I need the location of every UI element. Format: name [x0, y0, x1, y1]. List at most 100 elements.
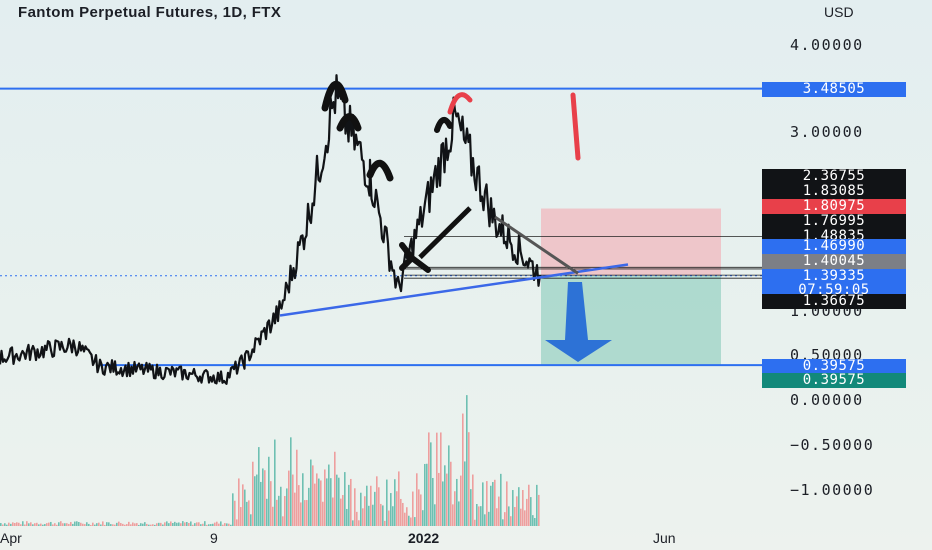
- volume-bar: [244, 489, 246, 526]
- volume-bar: [400, 498, 402, 526]
- volume-bar: [320, 480, 322, 526]
- volume-bar: [408, 515, 410, 526]
- volume-bar: [202, 523, 204, 526]
- volume-bar: [324, 469, 326, 526]
- volume-bar: [222, 524, 224, 526]
- volume-bar: [78, 522, 80, 526]
- volume-bar: [398, 471, 400, 526]
- volume-bar: [404, 512, 406, 526]
- volume-bar: [204, 521, 206, 526]
- volume-bar: [130, 524, 132, 526]
- volume-bar: [52, 524, 54, 526]
- volume-bar: [164, 522, 166, 526]
- price-tag: 1.83085: [762, 184, 906, 199]
- volume-bar: [402, 502, 404, 526]
- volume-bar: [2, 524, 4, 526]
- volume-bar: [98, 522, 100, 526]
- volume-bar: [304, 500, 306, 526]
- volume-bar: [112, 524, 114, 526]
- volume-bar: [420, 494, 422, 526]
- volume-bar: [88, 523, 90, 526]
- volume-bar: [522, 490, 524, 526]
- volume-bar: [40, 523, 42, 526]
- volume-bar: [74, 521, 76, 526]
- volume-bar: [266, 498, 268, 526]
- volume-bar: [432, 477, 434, 526]
- volume-bar: [334, 451, 336, 526]
- volume-bar: [28, 523, 30, 526]
- volume-bar: [460, 475, 462, 526]
- volume-bar: [8, 522, 10, 526]
- volume-bar: [328, 464, 330, 526]
- volume-bar: [118, 521, 120, 526]
- volume-bar: [414, 517, 416, 526]
- volume-bar: [516, 496, 518, 526]
- volume-bar: [82, 523, 84, 526]
- volume-bar: [318, 478, 320, 526]
- volume-bar: [100, 524, 102, 526]
- volume-bar: [430, 442, 432, 526]
- volume-bar: [128, 521, 130, 526]
- volume-bar: [50, 521, 52, 526]
- volume-bar: [60, 521, 62, 526]
- volume-bar: [472, 474, 474, 526]
- volume-bar: [156, 523, 158, 526]
- volume-bar: [276, 499, 278, 526]
- currency-label: USD: [824, 4, 854, 20]
- volume-bar: [188, 522, 190, 526]
- volume-bar: [386, 479, 388, 526]
- shoulder-arc-mark: [366, 159, 394, 182]
- volume-bar: [462, 413, 464, 526]
- volume-bar: [72, 523, 74, 526]
- x-tick-label: Apr: [0, 530, 22, 546]
- volume-bar: [418, 489, 420, 526]
- stop-loss-zone: [541, 208, 721, 276]
- volume-bar: [380, 503, 382, 526]
- volume-bar: [376, 476, 378, 526]
- volume-bar: [316, 473, 318, 526]
- volume-bar: [22, 521, 24, 526]
- price-tag-stop: 1.80975: [762, 199, 906, 214]
- volume-bar: [458, 501, 460, 526]
- volume-bar: [298, 485, 300, 526]
- volume-bar: [352, 520, 354, 526]
- volume-bar: [136, 523, 138, 526]
- volume-bar: [488, 511, 490, 526]
- volume-bar: [230, 524, 232, 526]
- volume-bar: [292, 474, 294, 526]
- volume-bar: [428, 432, 430, 526]
- drawn-flag-line: [418, 206, 472, 260]
- volume-bar: [444, 465, 446, 526]
- volume-bar: [416, 473, 418, 526]
- red-arc-mark: [447, 92, 473, 115]
- volume-bar: [200, 524, 202, 526]
- price-line: [0, 74, 542, 385]
- volume-bar: [390, 493, 392, 526]
- volume-bar: [490, 485, 492, 526]
- volume-bar: [366, 485, 368, 526]
- pattern-arc-mark: [434, 117, 453, 133]
- volume-bar: [336, 474, 338, 526]
- volume-bar: [92, 522, 94, 526]
- volume-bar: [358, 520, 360, 526]
- volume-bar: [208, 524, 210, 526]
- volume-bar: [306, 500, 308, 526]
- volume-bar: [438, 472, 440, 526]
- volume-bar: [48, 522, 50, 526]
- volume-bar: [536, 484, 538, 526]
- volume-bar: [396, 491, 398, 526]
- volume-bar: [452, 504, 454, 526]
- volume-bar: [412, 491, 414, 526]
- volume-bar: [184, 522, 186, 526]
- volume-bar: [44, 524, 46, 526]
- volume-bar: [14, 523, 16, 526]
- volume-bar: [288, 470, 290, 526]
- volume-bar: [256, 474, 258, 526]
- volume-bar: [450, 461, 452, 526]
- price-tag: 1.36675: [762, 294, 906, 309]
- volume-bar: [360, 492, 362, 526]
- y-tick-label: 3.00000: [790, 123, 864, 141]
- volume-bar: [514, 507, 516, 526]
